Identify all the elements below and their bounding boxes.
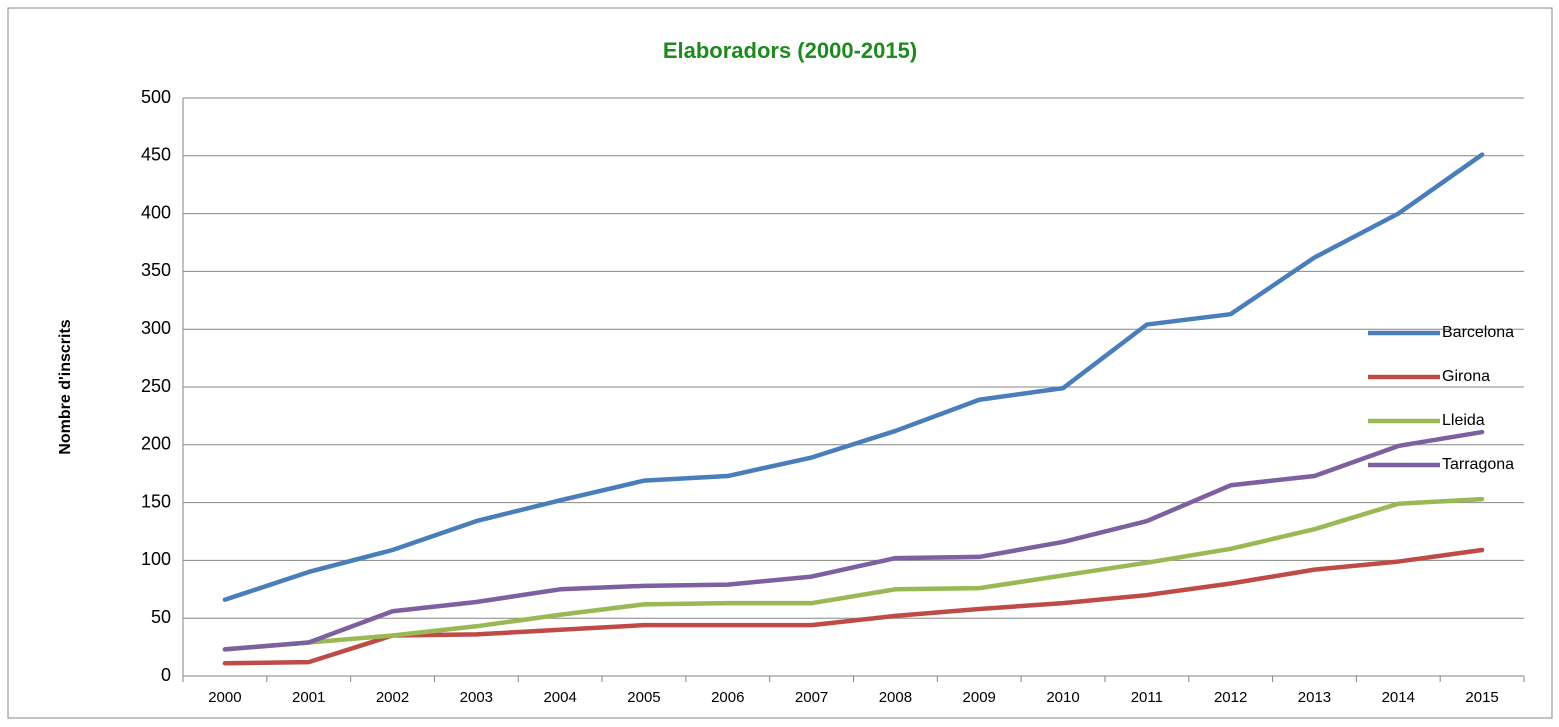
y-tick-label: 250	[141, 376, 171, 396]
chart-border	[7, 7, 1553, 719]
x-tick-label: 2007	[795, 689, 828, 706]
x-tick-label: 2004	[543, 689, 576, 706]
y-tick-label: 500	[141, 87, 171, 107]
x-tick-label: 2003	[460, 689, 493, 706]
legend-label: Barcelona	[1442, 324, 1514, 341]
x-tick-label: 2002	[376, 689, 409, 706]
y-tick-label: 300	[141, 318, 171, 338]
legend-label: Lleida	[1442, 412, 1485, 429]
legend-label: Girona	[1442, 368, 1490, 385]
series-line	[222, 152, 1485, 602]
legend-label: Tarragona	[1442, 456, 1514, 473]
y-tick-label: 350	[141, 260, 171, 280]
x-tick-label: 2015	[1465, 689, 1498, 706]
chart-title: Elaboradors (2000-2015)	[663, 38, 917, 63]
x-tick-label: 2010	[1046, 689, 1079, 706]
x-tick-label: 2013	[1298, 689, 1331, 706]
x-tick-label: 2011	[1131, 689, 1163, 706]
x-tick-label: 2009	[963, 689, 996, 706]
y-tick-label: 200	[141, 434, 171, 454]
x-tick-label: 2014	[1382, 689, 1415, 706]
y-tick-label: 0	[161, 665, 171, 685]
y-tick-label: 50	[151, 607, 171, 627]
y-tick-label: 100	[141, 549, 171, 569]
x-tick-label: 2008	[879, 689, 912, 706]
y-tick-label: 150	[141, 491, 171, 511]
series-line	[222, 496, 1485, 652]
x-tick-label: 2001	[292, 689, 325, 706]
y-tick-label: 450	[141, 145, 171, 165]
x-tick-label: 2006	[711, 689, 744, 706]
series-line	[222, 429, 1485, 652]
x-tick-label: 2000	[208, 689, 241, 706]
x-tick-label: 2012	[1214, 689, 1247, 706]
y-tick-label: 400	[141, 202, 171, 222]
x-tick-label: 2005	[627, 689, 660, 706]
y-axis-label: Nombre d'inscrits	[57, 319, 74, 454]
series-line	[222, 547, 1485, 666]
